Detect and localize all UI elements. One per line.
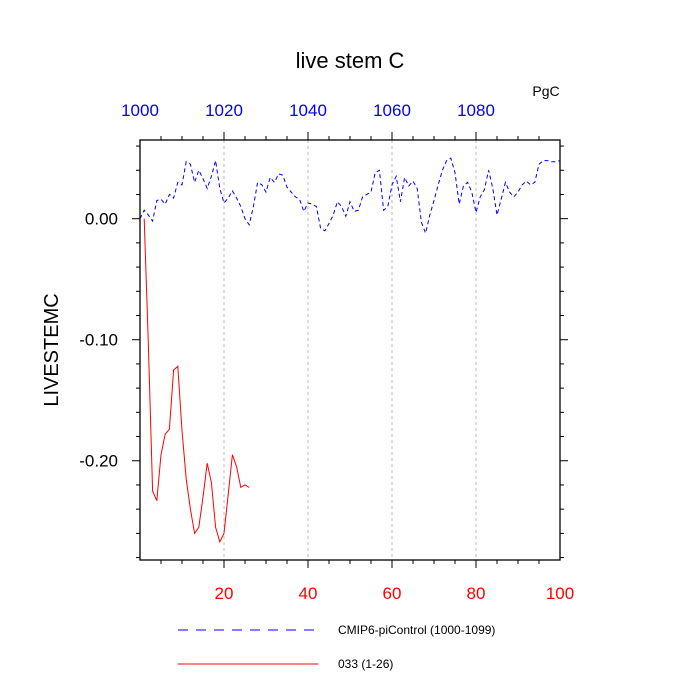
y-tick-label: -0.20 <box>79 452 118 471</box>
top-tick-label: 1040 <box>289 101 327 120</box>
y-axis-label: LIVESTEMC <box>41 293 63 406</box>
x-tick-label: 20 <box>215 584 234 603</box>
top-tick-label: 1000 <box>121 101 159 120</box>
legend: CMIP6-piControl (1000-1099) 033 (1-26) <box>178 623 495 671</box>
y-tick-label: -0.10 <box>79 331 118 350</box>
series-line-run033 <box>143 218 250 544</box>
x-tick-label: 60 <box>383 584 402 603</box>
x-tick-label: 40 <box>299 584 318 603</box>
units-label: PgC <box>532 83 559 99</box>
x-tick-label: 80 <box>467 584 486 603</box>
series-layer <box>139 157 561 544</box>
legend-label-control: CMIP6-piControl (1000-1099) <box>338 623 495 637</box>
top-tick-label: 1060 <box>373 101 411 120</box>
grid-lines <box>223 140 477 560</box>
y-tick-label: 0.00 <box>85 210 118 229</box>
legend-label-run033: 033 (1-26) <box>338 657 393 671</box>
x-tick-label: 100 <box>546 584 574 603</box>
top-tick-label: 1080 <box>457 101 495 120</box>
chart-title: live stem C <box>296 48 405 73</box>
tick-labels: 20 40 60 80 100 1000 1020 1040 1060 1080 0.00 -0.10… <box>79 101 574 603</box>
series-line-control <box>139 157 561 235</box>
axis-ticks <box>132 132 568 568</box>
top-tick-label: 1020 <box>205 101 243 120</box>
